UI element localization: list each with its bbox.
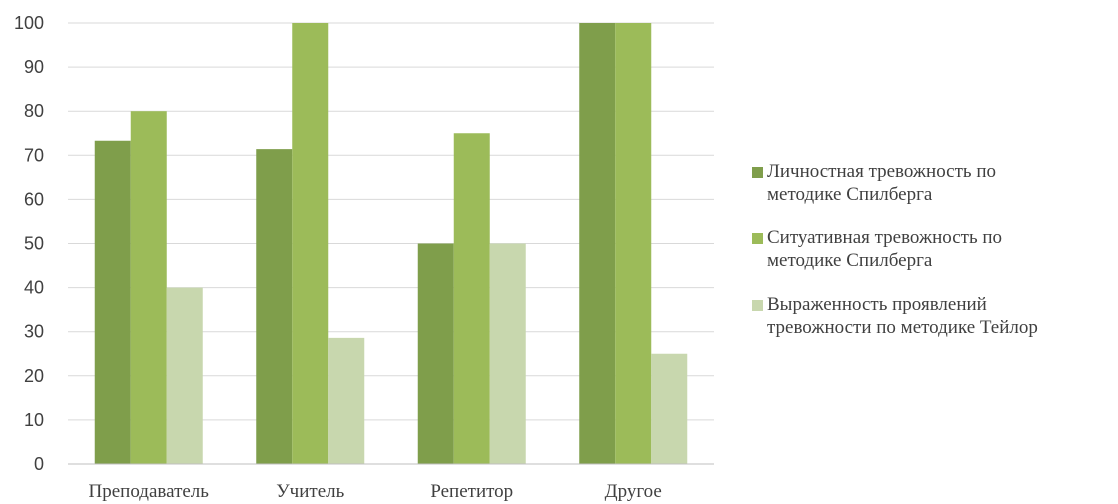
- bar[interactable]: [489, 243, 526, 465]
- x-category-label: Другое: [605, 481, 662, 502]
- y-tick-label: 40: [24, 278, 44, 298]
- bar[interactable]: [292, 23, 329, 464]
- y-tick-label: 0: [34, 454, 44, 474]
- bar[interactable]: [130, 111, 167, 464]
- bar[interactable]: [579, 23, 616, 464]
- legend-label: Ситуативная тревожность по: [767, 227, 1002, 248]
- y-tick-label: 90: [24, 57, 44, 77]
- bar[interactable]: [453, 133, 490, 464]
- y-tick-label: 10: [24, 410, 44, 430]
- legend-swatch: [752, 233, 763, 244]
- y-tick-label: 20: [24, 366, 44, 386]
- legend-swatch: [752, 300, 763, 311]
- bar[interactable]: [166, 287, 203, 464]
- y-tick-label: 80: [24, 101, 44, 121]
- legend-swatch: [752, 167, 763, 178]
- bar[interactable]: [328, 337, 365, 464]
- y-tick-label: 30: [24, 322, 44, 342]
- y-tick-label: 70: [24, 145, 44, 165]
- bar[interactable]: [417, 243, 454, 465]
- bar[interactable]: [256, 149, 293, 464]
- y-axis-tick-labels: 0 10 20 30 40 50 60 70 80 90 100: [14, 13, 44, 474]
- legend-label: Выраженность проявлений: [767, 294, 987, 315]
- x-category-label: Учитель: [276, 481, 344, 502]
- y-tick-label: 100: [14, 13, 44, 33]
- bar[interactable]: [94, 140, 131, 464]
- y-tick-label: 60: [24, 189, 44, 209]
- y-tick-label: 50: [24, 234, 44, 254]
- x-category-label: Преподаватель: [89, 481, 210, 502]
- legend-label: тревожности по методике Тейлор: [767, 317, 1038, 338]
- legend-label: Личностная тревожность по: [767, 161, 996, 182]
- legend-label: методике Спилберга: [767, 250, 933, 271]
- x-axis-category-labels: Преподаватель Учитель Репетитор Другое: [89, 481, 662, 502]
- bars: [94, 23, 688, 465]
- bar[interactable]: [651, 353, 688, 464]
- bar[interactable]: [615, 23, 652, 464]
- x-category-label: Репетитор: [430, 481, 513, 502]
- legend-label: методике Спилберга: [767, 184, 933, 205]
